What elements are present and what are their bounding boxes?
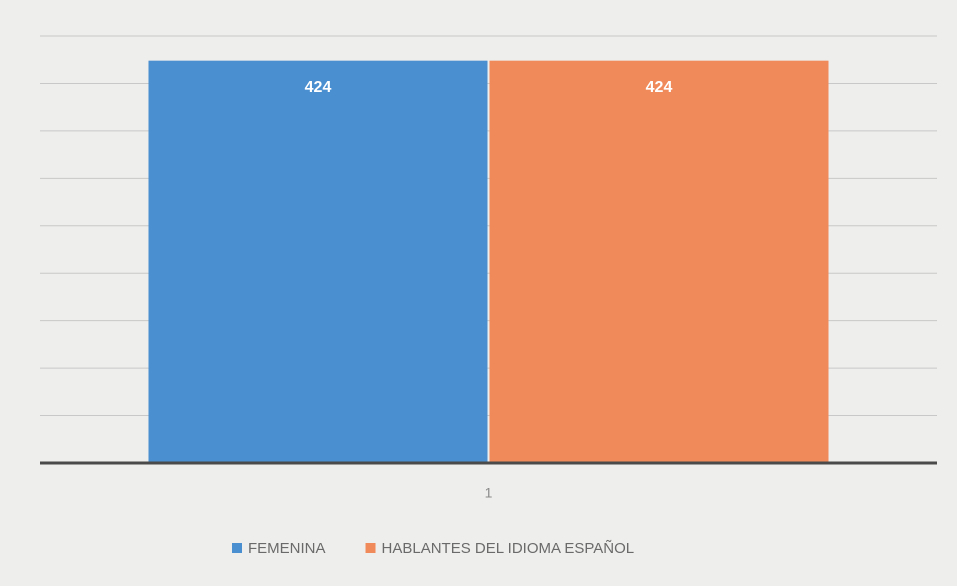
x-tick-label: 1	[485, 485, 493, 501]
legend-swatch	[232, 543, 242, 553]
legend-label: FEMENINA	[248, 540, 326, 557]
bar	[489, 60, 829, 463]
data-label: 424	[646, 79, 673, 96]
legend-swatch	[365, 543, 376, 553]
bar	[148, 60, 488, 463]
data-label: 424	[305, 79, 332, 96]
legend-label: HABLANTES DEL IDIOMA ESPAÑOL	[382, 540, 635, 557]
